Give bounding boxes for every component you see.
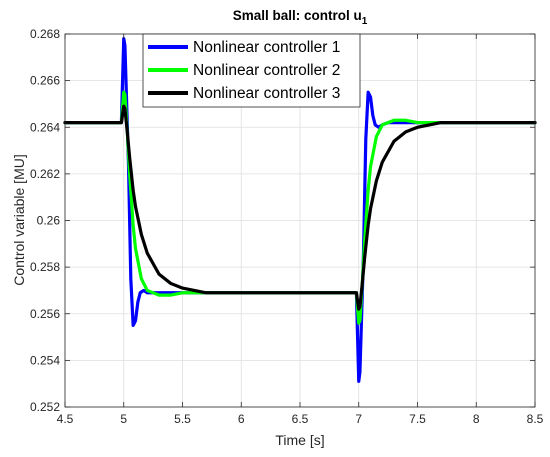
- y-tick-label: 0.266: [30, 74, 60, 88]
- series-line-3: [63, 104, 537, 311]
- x-tick-label: 5.5: [174, 412, 191, 426]
- y-tick-label: 0.254: [30, 353, 60, 367]
- chart-title-main: Small ball: control: [233, 8, 354, 23]
- x-tick-label: 6: [238, 412, 245, 426]
- legend-label-1: Nonlinear controller 1: [193, 39, 340, 56]
- x-tick-labels: 4.5 5 5.5 6 6.5 7 7.5 8 8.5: [57, 412, 544, 426]
- y-tick-label: 0.252: [30, 400, 60, 414]
- y-tick-label: 0.258: [30, 260, 60, 274]
- legend-label-3: Nonlinear controller 3: [193, 85, 340, 102]
- chart-title: Small ball: control u1: [233, 8, 368, 27]
- y-tick-label: 0.256: [30, 307, 60, 321]
- y-tick-label: 0.26: [37, 214, 61, 228]
- y-axis-label: Control variable [MU]: [11, 154, 27, 286]
- y-tick-label: 0.268: [30, 27, 60, 41]
- y-tick-label: 0.264: [30, 120, 60, 134]
- y-tick-labels: 0.252 0.254 0.256 0.258 0.26 0.262 0.264 0.266 0…: [30, 27, 60, 414]
- x-tick-label: 8: [473, 412, 480, 426]
- x-tick-label: 6.5: [292, 412, 309, 426]
- chart-title-variable: u: [353, 8, 361, 23]
- y-tick-label: 0.262: [30, 167, 60, 181]
- legend-label-2: Nonlinear controller 2: [193, 62, 340, 79]
- x-tick-label: 7: [355, 412, 362, 426]
- legend: Nonlinear controller 1 Nonlinear control…: [142, 33, 361, 108]
- x-tick-label: 4.5: [57, 412, 74, 426]
- x-tick-label: 7.5: [409, 412, 426, 426]
- series-lines: [63, 37, 537, 383]
- x-tick-label: 8.5: [527, 412, 544, 426]
- x-axis-label: Time [s]: [275, 432, 324, 448]
- chart-title-subscript: 1: [362, 16, 368, 27]
- x-tick-label: 5: [120, 412, 127, 426]
